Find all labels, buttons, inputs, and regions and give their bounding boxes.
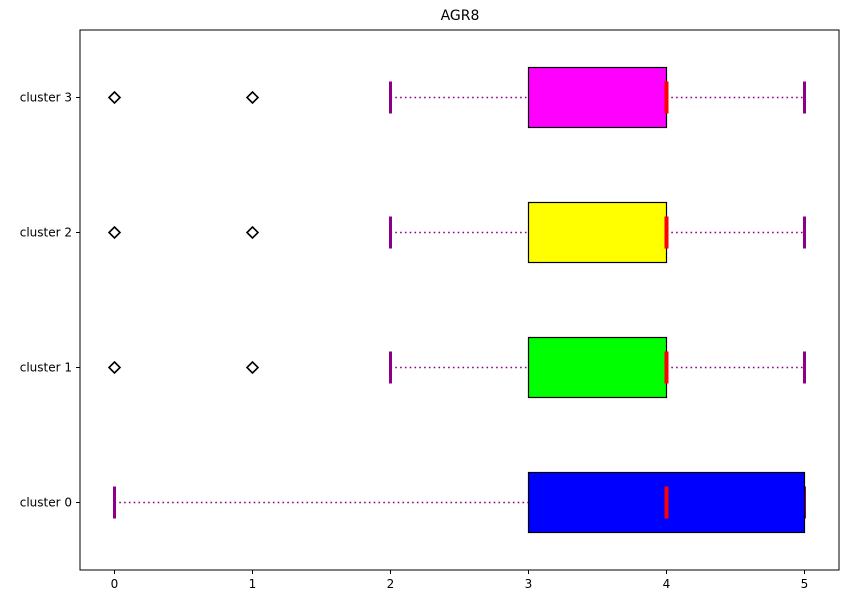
- outlier-cluster-3-1: [245, 90, 260, 105]
- axes: cluster 0 cluster 1 cluster 2 cluster 3 0 1 2 3…: [20, 91, 809, 592]
- y-tick-label-cluster-0: cluster 0: [20, 496, 72, 510]
- chart-title: AGR8: [441, 8, 480, 24]
- y-tick-label-cluster-1: cluster 1: [20, 361, 72, 375]
- x-tick-label-3: 3: [525, 577, 533, 591]
- x-tick-label-0: 0: [111, 577, 119, 591]
- box-cluster-1: [527, 336, 668, 399]
- outlier-cluster-2-0: [107, 225, 122, 240]
- box-cluster-3: [527, 66, 668, 129]
- plot-marks: [107, 66, 806, 534]
- outlier-cluster-2-1: [245, 225, 260, 240]
- y-tick-label-cluster-3: cluster 3: [20, 91, 72, 105]
- x-tick-label-2: 2: [387, 577, 395, 591]
- y-tick-label-cluster-2: cluster 2: [20, 226, 72, 240]
- outlier-cluster-1-0: [107, 360, 122, 375]
- x-tick-label-4: 4: [663, 577, 671, 591]
- x-tick-label-1: 1: [249, 577, 257, 591]
- box-cluster-2: [527, 201, 668, 264]
- plot-area-frame: [79, 29, 840, 571]
- outlier-cluster-3-0: [107, 90, 122, 105]
- outlier-cluster-1-1: [245, 360, 260, 375]
- x-tick-label-5: 5: [801, 577, 809, 591]
